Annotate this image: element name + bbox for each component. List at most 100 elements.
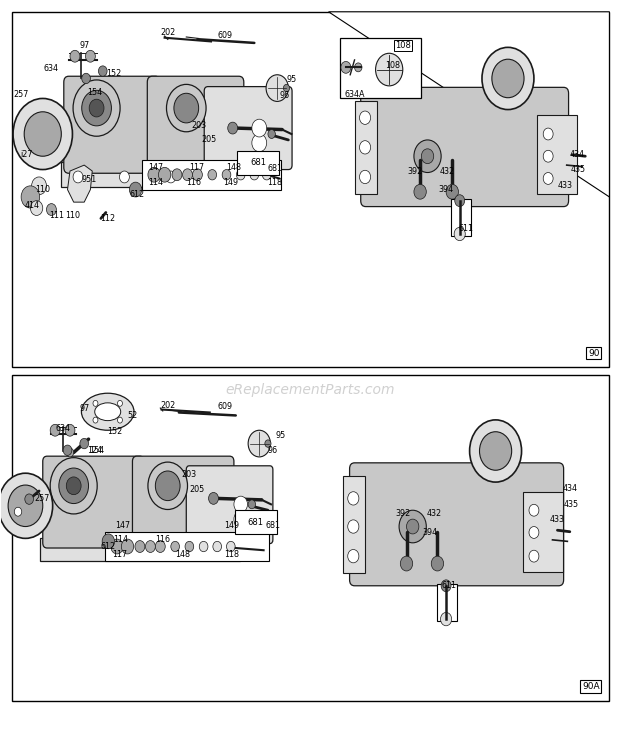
- Circle shape: [73, 80, 120, 137]
- Text: 205: 205: [202, 136, 217, 145]
- Circle shape: [117, 401, 122, 407]
- Text: 117: 117: [112, 550, 127, 559]
- Circle shape: [50, 458, 97, 514]
- Polygon shape: [329, 12, 609, 197]
- Text: 147: 147: [148, 162, 163, 172]
- Circle shape: [262, 170, 271, 180]
- Text: 432: 432: [440, 166, 455, 176]
- Text: 95: 95: [276, 431, 286, 440]
- Text: 434: 434: [570, 149, 585, 159]
- Text: 394: 394: [439, 185, 454, 194]
- Circle shape: [226, 542, 235, 552]
- Text: 96: 96: [268, 447, 278, 456]
- Text: 634: 634: [55, 424, 70, 433]
- Circle shape: [25, 494, 33, 505]
- Polygon shape: [68, 165, 92, 202]
- FancyBboxPatch shape: [355, 101, 377, 194]
- FancyBboxPatch shape: [61, 162, 249, 187]
- FancyBboxPatch shape: [186, 466, 273, 544]
- Text: 110: 110: [66, 211, 81, 220]
- Circle shape: [0, 473, 53, 539]
- Bar: [237, 151, 279, 174]
- Circle shape: [234, 511, 247, 528]
- Text: 414: 414: [24, 201, 39, 210]
- FancyBboxPatch shape: [40, 538, 240, 562]
- Text: 96: 96: [279, 91, 289, 100]
- Bar: [12, 493, 24, 519]
- Text: 392: 392: [396, 510, 410, 519]
- Circle shape: [376, 53, 403, 86]
- Circle shape: [407, 519, 419, 534]
- Text: 435: 435: [571, 165, 586, 174]
- Circle shape: [360, 141, 371, 154]
- Circle shape: [80, 439, 89, 449]
- Circle shape: [432, 556, 444, 571]
- Text: 108: 108: [386, 62, 401, 70]
- Text: 681: 681: [265, 521, 280, 530]
- Circle shape: [122, 539, 134, 554]
- Circle shape: [166, 171, 175, 183]
- Circle shape: [441, 580, 451, 591]
- Text: 634A: 634A: [345, 90, 365, 99]
- Circle shape: [21, 186, 40, 208]
- Circle shape: [266, 75, 288, 102]
- FancyBboxPatch shape: [343, 476, 365, 573]
- Circle shape: [543, 173, 553, 184]
- Text: 152: 152: [107, 427, 122, 436]
- Circle shape: [66, 477, 81, 495]
- Circle shape: [543, 151, 553, 162]
- Bar: [340, 38, 422, 99]
- Circle shape: [414, 184, 427, 199]
- Circle shape: [192, 169, 202, 180]
- Circle shape: [50, 424, 60, 436]
- Circle shape: [102, 534, 115, 549]
- Circle shape: [172, 169, 182, 180]
- Circle shape: [248, 430, 270, 457]
- Circle shape: [82, 73, 91, 84]
- Text: 681: 681: [250, 158, 266, 168]
- Bar: [438, 584, 457, 621]
- Circle shape: [222, 170, 231, 180]
- Text: 52: 52: [128, 411, 138, 420]
- Text: 433: 433: [550, 515, 565, 524]
- Circle shape: [360, 111, 371, 125]
- Text: 149: 149: [224, 521, 240, 530]
- Circle shape: [70, 50, 80, 62]
- Text: 681: 681: [247, 518, 264, 527]
- Text: 148: 148: [226, 162, 241, 172]
- Text: 392: 392: [408, 166, 423, 176]
- Circle shape: [13, 99, 73, 170]
- Text: 95: 95: [286, 76, 297, 85]
- Text: 611: 611: [458, 223, 474, 232]
- Circle shape: [120, 171, 130, 183]
- Text: 202: 202: [161, 28, 175, 37]
- Circle shape: [482, 47, 534, 110]
- Text: 152: 152: [106, 69, 121, 78]
- Text: 203: 203: [191, 121, 206, 130]
- Text: 110: 110: [35, 185, 50, 194]
- Circle shape: [454, 227, 465, 240]
- Text: 203: 203: [181, 470, 197, 479]
- Text: 116: 116: [186, 177, 202, 187]
- Text: 116: 116: [156, 536, 171, 545]
- Circle shape: [341, 62, 351, 73]
- Circle shape: [135, 541, 145, 553]
- Text: 148: 148: [175, 550, 190, 559]
- Circle shape: [228, 122, 237, 134]
- Text: 108: 108: [395, 41, 410, 50]
- Text: 435: 435: [564, 500, 578, 509]
- Text: 611: 611: [441, 581, 456, 591]
- Text: 154: 154: [89, 446, 104, 455]
- Circle shape: [348, 492, 359, 505]
- Circle shape: [401, 556, 413, 571]
- Circle shape: [93, 417, 98, 423]
- Circle shape: [30, 200, 43, 215]
- Text: 118: 118: [224, 550, 240, 559]
- Text: 394: 394: [423, 528, 438, 537]
- Circle shape: [454, 194, 464, 206]
- FancyBboxPatch shape: [133, 456, 234, 548]
- FancyBboxPatch shape: [43, 456, 144, 548]
- Circle shape: [268, 130, 275, 139]
- Circle shape: [265, 440, 271, 447]
- Circle shape: [14, 508, 22, 516]
